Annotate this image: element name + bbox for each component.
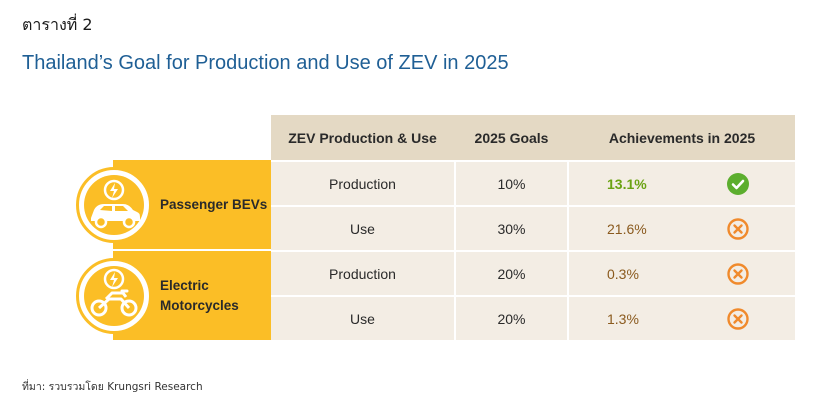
cross-icon <box>727 262 749 285</box>
table-row-1-achievement: 13.1% <box>569 162 795 205</box>
column-header-achievements: Achievements in 2025 <box>608 129 756 146</box>
table-row-1-type: Production <box>271 162 454 205</box>
category-label: Passenger BEVs <box>160 196 268 212</box>
table-row-4-goal: 20% <box>456 297 567 340</box>
table-label: ตารางที่ 2 <box>22 15 93 34</box>
achievement-value: 0.3% <box>607 265 639 282</box>
achievement-value: 21.6% <box>607 220 647 237</box>
check-icon <box>727 172 749 195</box>
category-electric-motorcycles: Electric Motorcycles <box>113 251 271 340</box>
table-row-1-goal: 10% <box>456 162 567 205</box>
table-row-3-achievement: 0.3% <box>569 252 795 295</box>
table-row-4-achievement: 1.3% <box>569 297 795 340</box>
table-row-4-type: Use <box>271 297 454 340</box>
table-row-2-achievement: 21.6% <box>569 207 795 250</box>
table-row-2-type: Use <box>271 207 454 250</box>
achievement-value: 13.1% <box>607 175 647 192</box>
column-header-goals: 2025 Goals <box>474 129 549 146</box>
ev-car-icon <box>76 167 152 243</box>
page-title: Thailand’s Goal for Production and Use o… <box>22 52 509 74</box>
electric-motorcycle-icon <box>76 258 152 334</box>
cross-icon <box>727 307 749 330</box>
table-header <box>271 115 795 160</box>
table-row-3-goal: 20% <box>456 252 567 295</box>
table-row-3-type: Production <box>271 252 454 295</box>
cross-icon <box>727 217 749 240</box>
source-note: ที่มา: รวบรวมโดย Krungsri Research <box>22 381 203 393</box>
column-header-type: ZEV Production & Use <box>288 129 437 146</box>
table-row-2-goal: 30% <box>456 207 567 250</box>
category-label: Electric Motorcycles <box>160 277 239 313</box>
achievement-value: 1.3% <box>607 310 639 327</box>
